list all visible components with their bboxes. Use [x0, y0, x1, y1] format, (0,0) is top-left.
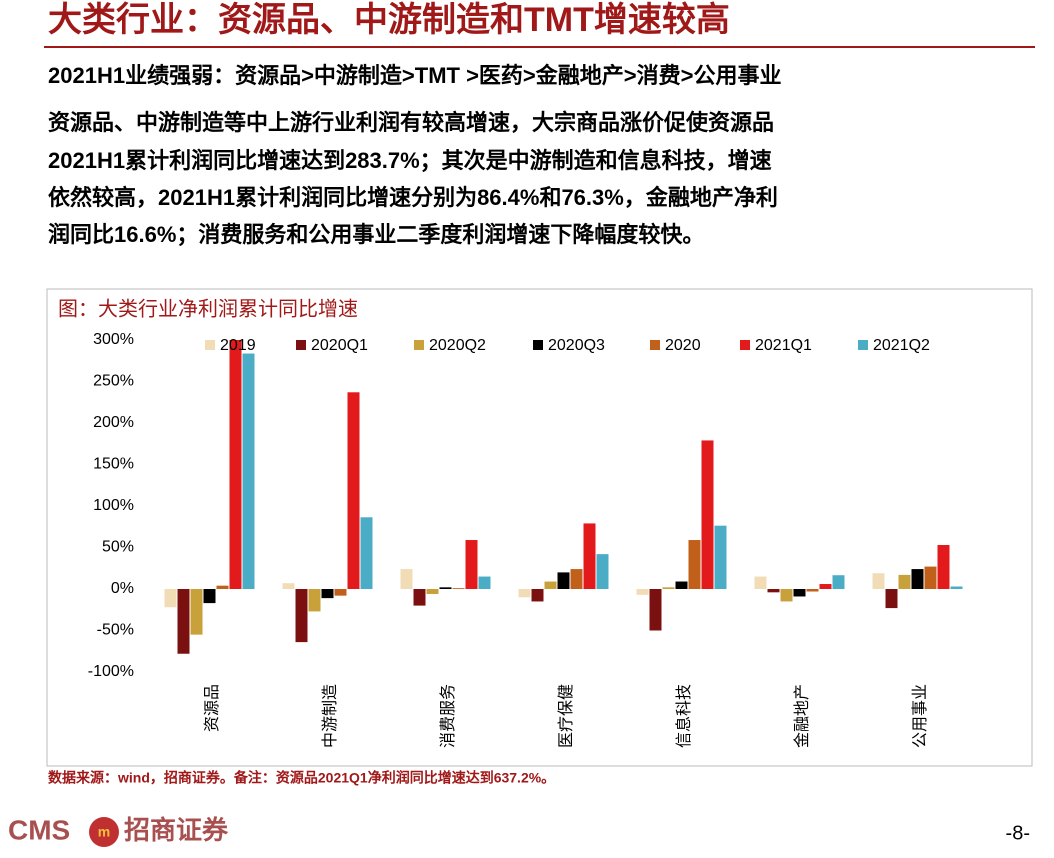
paragraph-line: 依然较高，2021H1累计利润同比增速分别为86.4%和76.3%，金融地产净利	[48, 185, 778, 210]
x-tick-label: 资源品	[203, 684, 221, 732]
bar	[596, 554, 609, 589]
legend-swatch	[533, 340, 543, 350]
legend-swatch	[414, 340, 424, 350]
page-number: -8-	[1006, 822, 1030, 844]
slide-title: 大类行业：资源品、中游制造和TMT增速较高	[48, 1, 730, 39]
y-tick-label: 0%	[111, 580, 134, 597]
bar	[216, 585, 229, 589]
bar	[203, 589, 216, 604]
bar	[439, 587, 452, 589]
chart-frame	[46, 288, 1033, 767]
legend-label: 2020Q3	[548, 337, 605, 354]
bar	[937, 545, 950, 589]
y-tick-label: -100%	[88, 663, 134, 680]
bar	[898, 574, 911, 589]
x-tick-label: 金融地产	[793, 684, 811, 748]
legend-swatch	[205, 340, 215, 350]
x-tick-label: 医疗保健	[557, 684, 575, 748]
bar	[924, 566, 937, 589]
bar	[413, 589, 426, 606]
bar	[531, 589, 544, 602]
bar	[360, 517, 373, 589]
bar	[767, 589, 780, 593]
y-tick-label: 150%	[93, 456, 134, 473]
legend-label: 2020	[665, 337, 701, 354]
plot	[164, 340, 963, 654]
bar	[164, 589, 177, 608]
bar	[544, 581, 557, 589]
bar	[911, 569, 924, 589]
y-tick-label: 50%	[102, 539, 134, 556]
bar	[819, 584, 832, 589]
bar	[557, 572, 570, 589]
x-tick-label: 消费服务	[439, 684, 457, 748]
bar	[806, 589, 819, 592]
paragraph-line: 2021H1累计利润同比增速达到283.7%；其次是中游制造和信息科技，增速	[48, 148, 772, 173]
source-note: 数据来源：wind，招商证券。备注：资源品2021Q1净利润同比增速达到637.…	[48, 770, 555, 786]
bar	[570, 569, 583, 589]
bar	[793, 589, 806, 597]
bar	[701, 440, 714, 589]
legend-label: 2021Q2	[873, 337, 930, 354]
bar	[334, 589, 347, 596]
legend-swatch	[296, 340, 306, 350]
bar	[426, 589, 439, 594]
bar	[282, 583, 295, 589]
bar	[688, 540, 701, 589]
legend-swatch	[650, 340, 660, 350]
legend-swatch	[740, 340, 750, 350]
legend-label: 2020Q1	[311, 337, 368, 354]
paragraph: 资源品、中游制造等中上游行业利润有较高增速，大宗商品涨价促使资源品 2021H1…	[48, 110, 778, 247]
logo-text: CMS	[8, 814, 70, 845]
x-tick-label: 信息科技	[675, 684, 693, 748]
y-tick-label: -50%	[97, 622, 134, 639]
paragraph-line: 润同比16.6%；消费服务和公用事业二季度利润增速下降幅度较快。	[48, 222, 704, 247]
bar	[465, 540, 478, 589]
legend-swatch	[858, 340, 868, 350]
bar	[478, 576, 491, 589]
bar	[347, 392, 360, 589]
bar	[190, 589, 203, 635]
legend-label: 2019	[220, 337, 256, 354]
bar	[583, 523, 596, 589]
bar	[714, 525, 727, 589]
x-tick-label: 公用事业	[911, 684, 929, 748]
bar	[636, 589, 649, 595]
bar	[452, 588, 465, 589]
bar	[872, 573, 885, 589]
bar	[662, 587, 675, 589]
bar	[229, 340, 242, 589]
company-name: 招商证券	[124, 815, 229, 845]
axes: -100% -50% 0% 50% 100% 150% 200% 250% 300% 资源品 中游制…	[88, 331, 930, 748]
paragraph-line: 资源品、中游制造等中上游行业利润有较高增速，大宗商品涨价促使资源品	[48, 110, 774, 135]
bar	[308, 589, 321, 612]
bar	[177, 589, 190, 654]
logo-glyph: m	[98, 824, 110, 840]
bar	[950, 586, 963, 589]
bar	[832, 575, 845, 589]
y-tick-label: 300%	[93, 331, 134, 348]
bar	[649, 589, 662, 631]
y-tick-label: 250%	[93, 373, 134, 390]
y-tick-label: 100%	[93, 497, 134, 514]
y-tick-label: 200%	[93, 414, 134, 431]
subtitle: 2021H1业绩强弱：资源品>中游制造>TMT >医药>金融地产>消费>公用事业	[48, 63, 781, 88]
bar	[754, 576, 767, 589]
legend-label: 2020Q2	[429, 337, 486, 354]
bar	[518, 589, 531, 598]
bar	[295, 589, 308, 643]
bar	[321, 589, 334, 599]
chart-title: 图：大类行业净利润累计同比增速	[58, 297, 358, 320]
bar	[675, 581, 688, 589]
legend-label: 2021Q1	[755, 337, 812, 354]
x-tick-label: 中游制造	[321, 684, 339, 748]
bar	[242, 353, 255, 589]
bar	[400, 569, 413, 589]
bar	[780, 589, 793, 602]
bar	[885, 589, 898, 609]
logo-mark	[89, 817, 119, 847]
